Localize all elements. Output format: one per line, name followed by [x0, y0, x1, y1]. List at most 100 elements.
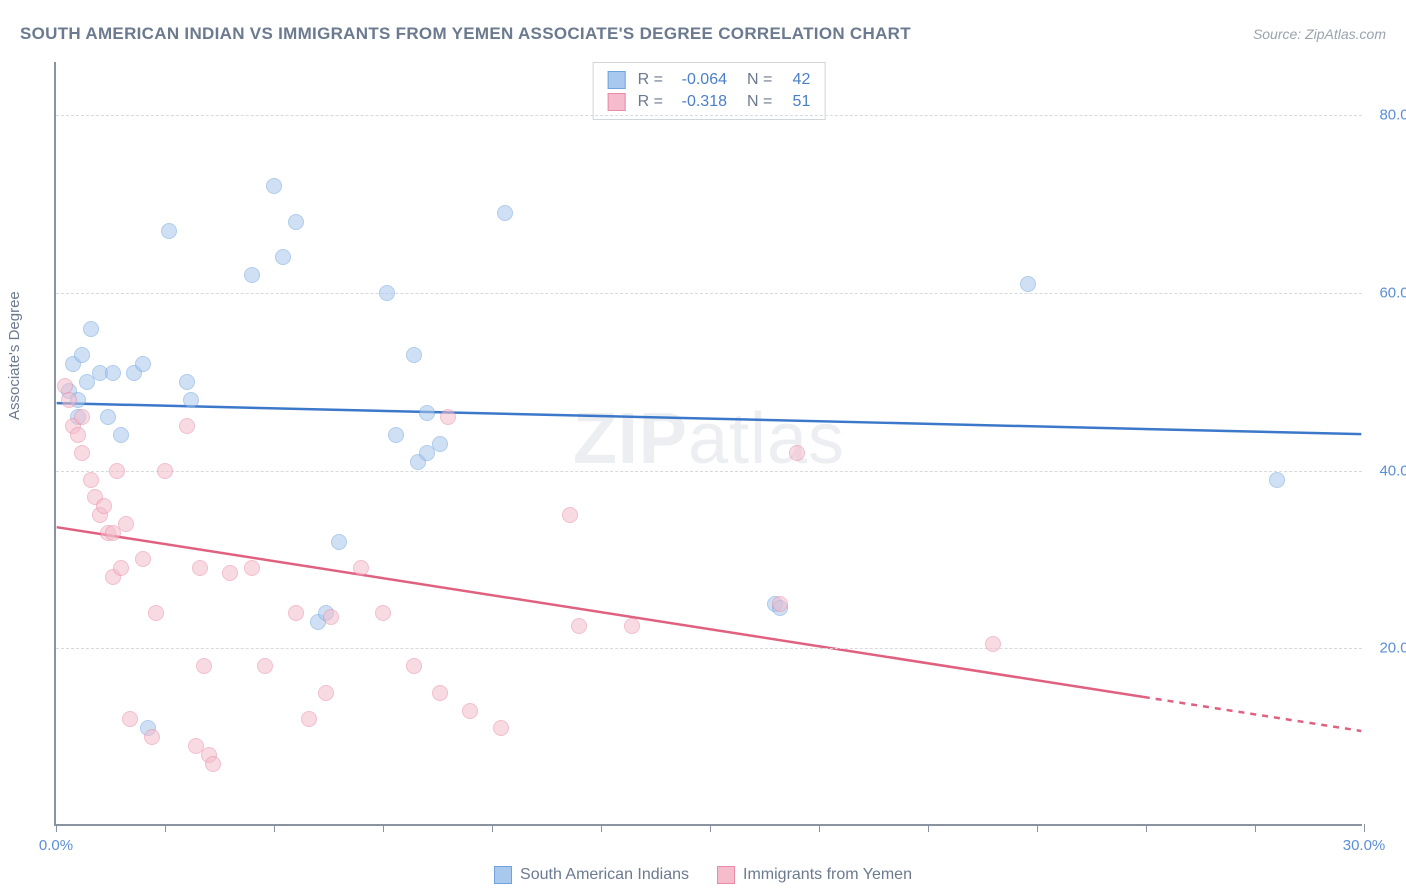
marker-sai — [388, 427, 404, 443]
y-tick-label: 40.0% — [1366, 462, 1406, 479]
marker-yem — [196, 658, 212, 674]
marker-yem — [789, 445, 805, 461]
marker-sai — [1269, 472, 1285, 488]
marker-yem — [624, 618, 640, 634]
swatch-yem — [608, 93, 626, 111]
x-tick — [928, 824, 929, 832]
stats-row-sai: R =-0.064N =42 — [608, 69, 811, 91]
x-tick — [1255, 824, 1256, 832]
x-tick — [56, 824, 57, 832]
marker-yem — [192, 560, 208, 576]
marker-sai — [179, 374, 195, 390]
marker-yem — [179, 418, 195, 434]
marker-yem — [288, 605, 304, 621]
marker-sai — [83, 321, 99, 337]
marker-sai — [406, 347, 422, 363]
legend-bottom: South American Indians Immigrants from Ye… — [494, 866, 912, 884]
marker-sai — [288, 214, 304, 230]
legend-item: Immigrants from Yemen — [717, 866, 912, 884]
stats-row-yem: R = -0.318 N = 51 — [608, 91, 811, 113]
marker-sai — [183, 392, 199, 408]
marker-yem — [323, 609, 339, 625]
marker-sai — [497, 205, 513, 221]
watermark-bold: ZIP — [573, 399, 688, 479]
marker-sai — [1020, 276, 1036, 292]
marker-yem — [144, 729, 160, 745]
marker-yem — [135, 551, 151, 567]
stat-n-label: N = — [747, 71, 772, 89]
marker-yem — [148, 605, 164, 621]
stat-r-value-yem: -0.318 — [671, 93, 727, 111]
x-tick — [1146, 824, 1147, 832]
marker-yem — [83, 472, 99, 488]
marker-yem — [406, 658, 422, 674]
marker-yem — [61, 392, 77, 408]
marker-sai — [74, 347, 90, 363]
source-label: Source: ZipAtlas.com — [1253, 26, 1386, 42]
marker-sai — [419, 405, 435, 421]
swatch-sai — [608, 71, 626, 89]
marker-yem — [122, 711, 138, 727]
legend-label: Immigrants from Yemen — [743, 866, 912, 884]
marker-sai — [275, 249, 291, 265]
marker-yem — [462, 703, 478, 719]
chart-title: SOUTH AMERICAN INDIAN VS IMMIGRANTS FROM… — [20, 24, 911, 44]
stat-n-value-yem: 51 — [780, 93, 810, 111]
x-tick — [819, 824, 820, 832]
stat-r-label: R = — [638, 93, 663, 111]
x-tick — [1364, 824, 1365, 832]
trend-lines — [56, 62, 1362, 824]
marker-yem — [113, 560, 129, 576]
marker-sai — [331, 534, 347, 550]
marker-yem — [432, 685, 448, 701]
marker-yem — [74, 409, 90, 425]
marker-sai — [105, 365, 121, 381]
legend-item: South American Indians — [494, 866, 689, 884]
marker-yem — [257, 658, 273, 674]
marker-yem — [493, 720, 509, 736]
marker-sai — [100, 409, 116, 425]
stats-box: R =-0.064N =42R =-0.318N =51 — [593, 62, 826, 120]
stat-n-value-sai: 42 — [780, 71, 810, 89]
stat-n-label: N = — [747, 93, 772, 111]
marker-yem — [375, 605, 391, 621]
marker-yem — [353, 560, 369, 576]
marker-yem — [318, 685, 334, 701]
marker-sai — [432, 436, 448, 452]
marker-yem — [118, 516, 134, 532]
marker-yem — [96, 498, 112, 514]
y-axis-label: Associate's Degree — [6, 291, 23, 420]
gridline-h — [56, 115, 1362, 116]
x-tick — [274, 824, 275, 832]
marker-sai — [379, 285, 395, 301]
x-tick-label: 30.0% — [1343, 837, 1386, 854]
y-tick-label: 20.0% — [1366, 640, 1406, 657]
gridline-h — [56, 648, 1362, 649]
marker-yem — [109, 463, 125, 479]
marker-yem — [70, 427, 86, 443]
watermark: ZIPatlas — [573, 398, 845, 480]
x-tick-label: 0.0% — [39, 837, 73, 854]
marker-yem — [222, 565, 238, 581]
marker-yem — [157, 463, 173, 479]
legend-label: South American Indians — [520, 866, 689, 884]
watermark-light: atlas — [688, 399, 845, 479]
marker-yem — [301, 711, 317, 727]
marker-yem — [985, 636, 1001, 652]
marker-yem — [571, 618, 587, 634]
x-tick — [710, 824, 711, 832]
marker-yem — [772, 596, 788, 612]
marker-sai — [161, 223, 177, 239]
marker-yem — [440, 409, 456, 425]
x-tick — [383, 824, 384, 832]
gridline-h — [56, 293, 1362, 294]
marker-sai — [266, 178, 282, 194]
marker-yem — [562, 507, 578, 523]
marker-yem — [244, 560, 260, 576]
legend-swatch — [717, 866, 735, 884]
marker-yem — [205, 756, 221, 772]
y-tick-label: 60.0% — [1366, 284, 1406, 301]
stat-r-label: R = — [638, 71, 663, 89]
marker-sai — [113, 427, 129, 443]
marker-yem — [74, 445, 90, 461]
